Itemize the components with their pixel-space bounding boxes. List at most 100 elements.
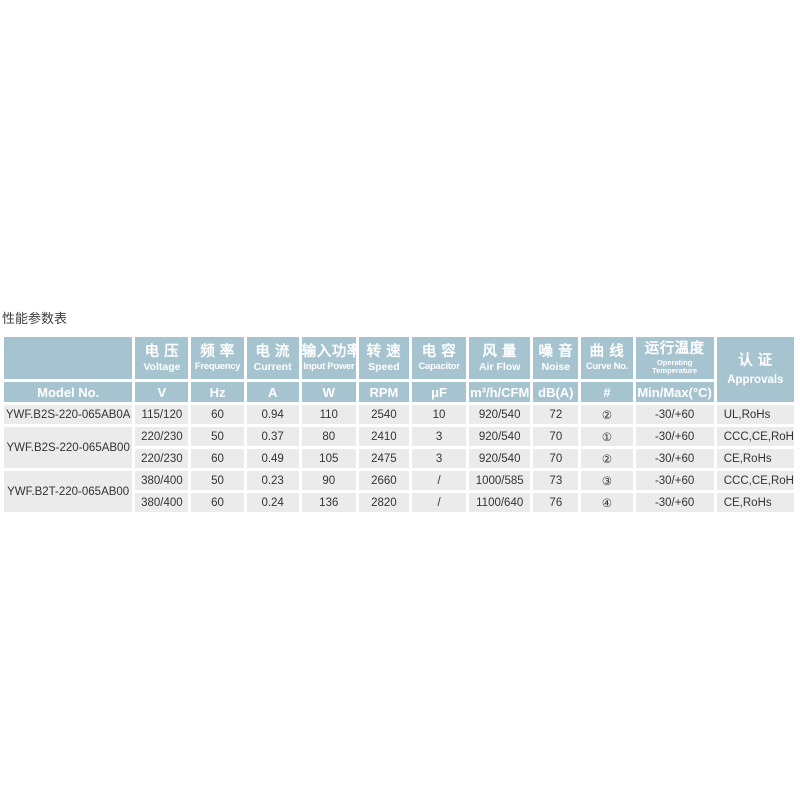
col-header-current: 电 流 Current xyxy=(246,337,299,379)
unit-noise: dB(A) xyxy=(533,382,579,402)
cell-approvals: UL,RoHs xyxy=(716,405,794,424)
cell-current: 0.37 xyxy=(246,427,299,446)
cell-noise: 73 xyxy=(533,471,579,490)
table-row: YWF.B2T-220-065AB00 380/400 50 0.23 90 2… xyxy=(4,471,794,512)
cell-capacitor: / xyxy=(411,493,467,512)
col-header-approvals-en: Approvals xyxy=(727,374,784,387)
cell-curve-no: ② xyxy=(581,405,633,424)
col-header-approvals-zh: 认 证 xyxy=(738,353,773,370)
col-header-curve: 曲 线 Curve No. xyxy=(581,337,633,379)
col-header-airflow-zh: 风 量 xyxy=(482,343,517,360)
cell-airflow: 1100/640 xyxy=(469,493,531,512)
col-header-curve-zh: 曲 线 xyxy=(589,344,625,361)
header-row-titles: 电 压 Voltage 频 率 Frequency 电 流 Current 输入… xyxy=(4,337,794,402)
cell-voltage: 220/230 xyxy=(135,449,189,468)
cell-approvals: CE,RoHs xyxy=(716,449,794,468)
col-header-airflow: 风 量 Air Flow xyxy=(469,337,531,379)
cell-frequency: 50 xyxy=(191,471,244,490)
table-row: 380/400 60 0.24 136 2820 / 1100/640 76 ④… xyxy=(4,493,794,512)
col-header-approvals: 认 证 Approvals xyxy=(716,337,794,402)
col-header-operating-temperature-en: Operating Temperature xyxy=(652,357,698,376)
cell-operating-temperature: -30/+60 xyxy=(635,449,714,468)
cell-airflow: 920/540 xyxy=(469,427,531,446)
cell-current: 0.24 xyxy=(246,493,299,512)
unit-airflow: m³/h/CFM xyxy=(469,382,531,402)
col-header-input-power-zh: 输入功率 xyxy=(301,344,356,361)
col-header-voltage-zh: 电 压 xyxy=(144,343,180,360)
cell-airflow: 920/540 xyxy=(469,449,531,468)
unit-curve: # xyxy=(581,382,633,402)
cell-input-power: 110 xyxy=(301,405,356,424)
cell-curve-no: ③ xyxy=(581,471,633,490)
cell-airflow: 1000/585 xyxy=(469,471,531,490)
unit-current: A xyxy=(246,382,299,402)
col-header-input-power: 输入功率 Input Power xyxy=(301,337,356,379)
col-header-noise-zh: 噪 音 xyxy=(538,343,574,360)
col-header-operating-temperature: 运行温度 Operating Temperature xyxy=(635,337,714,379)
cell-current: 0.94 xyxy=(246,405,299,424)
table-row: YWF.B2S-220-065AB00 220/230 50 0.37 80 2… xyxy=(4,427,794,468)
cell-frequency: 60 xyxy=(191,449,244,468)
cell-voltage: 380/400 xyxy=(135,493,189,512)
page-title: 性能参数表 xyxy=(2,311,68,326)
col-header-current-zh: 电 流 xyxy=(255,343,290,360)
cell-voltage: 115/120 xyxy=(135,405,189,424)
cell-input-power: 105 xyxy=(301,449,356,468)
cell-speed: 2410 xyxy=(358,427,409,446)
col-header-frequency: 频 率 Frequency xyxy=(191,337,244,379)
col-header-speed-en: Speed xyxy=(368,360,400,373)
cell-speed: 2540 xyxy=(358,405,409,424)
cell-current: 0.23 xyxy=(246,471,299,490)
cell-speed: 2475 xyxy=(358,449,409,468)
cell-input-power: 90 xyxy=(301,471,356,490)
cell-noise: 70 xyxy=(533,427,579,446)
cell-speed: 2660 xyxy=(358,471,409,490)
cell-airflow: 920/540 xyxy=(469,405,531,424)
model-cell: YWF.B2T-220-065AB00 xyxy=(4,471,133,512)
model-cell: YWF.B2S-220-065AB0A xyxy=(4,405,133,424)
col-header-current-en: Current xyxy=(253,360,292,373)
model-cell: YWF.B2S-220-065AB00 xyxy=(4,427,133,468)
col-header-voltage: 电 压 Voltage xyxy=(135,337,189,379)
col-header-noise-en: Noise xyxy=(541,360,571,373)
cell-approvals: CE,RoHs xyxy=(716,493,794,512)
cell-operating-temperature: -30/+60 xyxy=(635,493,714,512)
cell-voltage: 220/230 xyxy=(135,427,189,446)
cell-current: 0.49 xyxy=(246,449,299,468)
col-header-speed: 转 速 Speed xyxy=(358,337,409,379)
cell-operating-temperature: -30/+60 xyxy=(635,405,714,424)
cell-capacitor: 3 xyxy=(411,449,467,468)
unit-operating-temperature: Min/Max(°C) xyxy=(635,382,714,402)
cell-approvals: CCC,CE,RoHs xyxy=(716,427,794,446)
col-header-noise: 噪 音 Noise xyxy=(533,337,579,379)
cell-noise: 72 xyxy=(533,405,579,424)
cell-approvals: CCC,CE,RoHs xyxy=(716,471,794,490)
cell-capacitor: 10 xyxy=(411,405,467,424)
cell-operating-temperature: -30/+60 xyxy=(635,471,714,490)
col-header-frequency-en: Frequency xyxy=(194,361,241,373)
col-header-operating-temperature-zh: 运行温度 xyxy=(644,340,705,357)
cell-frequency: 60 xyxy=(191,493,244,512)
col-header-capacitor: 电 容 Capacitor xyxy=(411,337,467,379)
model-no-header: Model No. xyxy=(4,382,133,402)
cell-operating-temperature: -30/+60 xyxy=(635,427,714,446)
cell-noise: 70 xyxy=(533,449,579,468)
cell-curve-no: ② xyxy=(581,449,633,468)
cell-capacitor: / xyxy=(411,471,467,490)
table-row: 220/230 60 0.49 105 2475 3 920/540 70 ② … xyxy=(4,449,794,468)
cell-capacitor: 3 xyxy=(411,427,467,446)
col-header-airflow-en: Air Flow xyxy=(478,360,521,373)
cell-input-power: 80 xyxy=(301,427,356,446)
col-header-speed-zh: 转 速 xyxy=(366,343,402,360)
col-header-curve-en: Curve No. xyxy=(585,361,629,373)
cell-voltage: 380/400 xyxy=(135,471,189,490)
col-header-frequency-zh: 频 率 xyxy=(200,344,235,361)
cell-noise: 76 xyxy=(533,493,579,512)
performance-table: 电 压 Voltage 频 率 Frequency 电 流 Current 输入… xyxy=(1,334,797,515)
cell-speed: 2820 xyxy=(358,493,409,512)
col-header-voltage-en: Voltage xyxy=(143,360,181,373)
col-header-capacitor-en: Capacitor xyxy=(418,361,460,373)
unit-frequency: Hz xyxy=(191,382,244,402)
col-header-input-power-en: Input Power xyxy=(303,361,355,373)
